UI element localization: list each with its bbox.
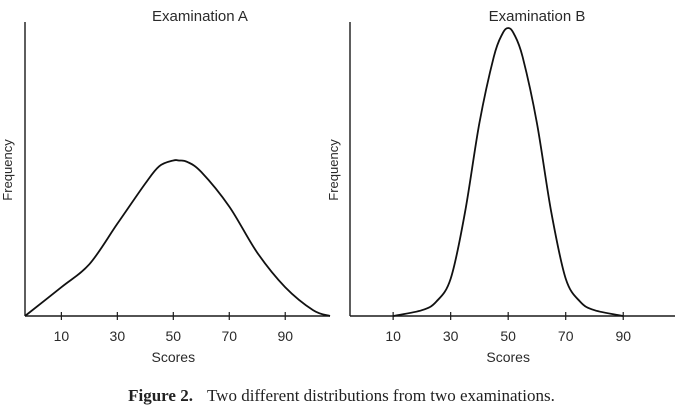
chart-title: Examination A — [152, 8, 248, 25]
chart-panel-b: Examination B Frequency 10 30 50 70 90 Scores — [326, 8, 675, 365]
x-axis-label: Scores — [486, 349, 530, 365]
caption-text: Two different distributions from two exa… — [206, 386, 555, 405]
figure-caption: Figure 2. Two different distributions fro… — [0, 386, 683, 406]
x-tick-label: 30 — [443, 328, 459, 344]
x-tick-label: 70 — [221, 328, 237, 344]
caption-label: Figure 2. — [128, 386, 193, 405]
y-axis-label: Frequency — [326, 139, 341, 201]
distribution-curve — [392, 27, 624, 317]
x-tick-label: 30 — [110, 328, 126, 344]
x-tick-label: 90 — [615, 328, 631, 344]
x-tick-label: 10 — [385, 328, 401, 344]
x-tick-label: 10 — [54, 328, 70, 344]
x-tick-label: 90 — [277, 328, 293, 344]
distribution-curve — [24, 159, 331, 317]
x-tick-label: 70 — [558, 328, 574, 344]
x-tick-label: 50 — [166, 328, 182, 344]
x-tick-label: 50 — [500, 328, 516, 344]
chart-panel-a: Examination A Frequency 10 30 50 70 90 Scores — [0, 8, 331, 365]
x-axis-label: Scores — [152, 349, 196, 365]
chart-title: Examination B — [489, 8, 586, 25]
y-axis-label: Frequency — [0, 139, 15, 201]
